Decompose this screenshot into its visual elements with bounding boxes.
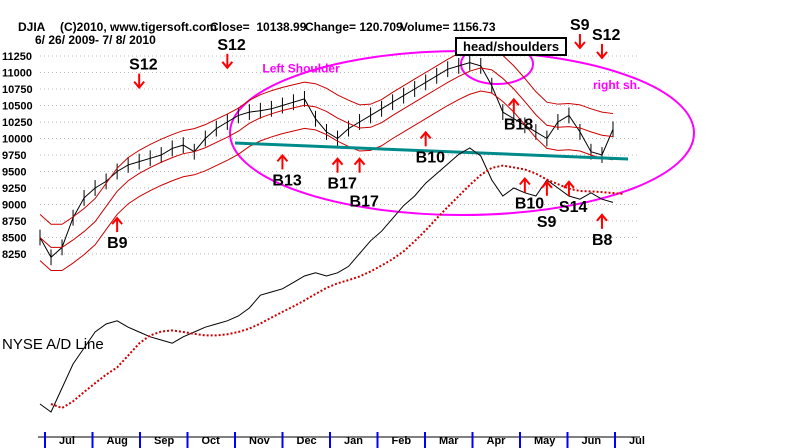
month-label: Nov <box>249 435 271 447</box>
copyright-label: (C)2010, www.tigersoft.com <box>60 20 217 34</box>
month-label: Jul <box>59 435 75 447</box>
month-label: Mar <box>439 435 459 447</box>
signal-arrowhead <box>574 41 586 50</box>
ad-line <box>39 147 614 413</box>
signal-arrowhead <box>596 213 608 222</box>
signal-label-s14: S14 <box>559 199 588 216</box>
y-tick-label: 8750 <box>2 216 26 228</box>
y-tick-label: 9250 <box>2 183 26 195</box>
y-tick-label: 9000 <box>2 200 26 212</box>
signal-arrowhead <box>541 180 553 189</box>
signal-arrowhead <box>353 157 366 166</box>
signal-label-b10: B10 <box>416 149 445 166</box>
signal-label-b13: B13 <box>272 172 301 189</box>
signal-arrowhead <box>563 180 575 189</box>
signal-arrowhead <box>111 216 123 225</box>
band-line <box>39 90 614 271</box>
y-tick-label: 10250 <box>2 117 33 129</box>
y-tick-label: 10500 <box>2 101 33 113</box>
signal-arrowhead <box>331 157 344 166</box>
y-tick-label: 9750 <box>2 150 26 162</box>
change-label: Change= 120.709 <box>305 20 403 34</box>
band-line <box>39 67 614 248</box>
month-label: Sep <box>154 435 174 447</box>
pattern-annotation: right sh. <box>593 78 640 92</box>
y-tick-label: 9500 <box>2 167 26 179</box>
month-label: Aug <box>107 435 128 447</box>
signal-label-b17: B17 <box>328 176 357 193</box>
y-tick-label: 8500 <box>2 233 26 245</box>
pattern-annotation: Left Shoulder <box>262 62 340 76</box>
signal-label-b18: B18 <box>504 116 533 133</box>
signal-label-s9: S9 <box>570 17 590 34</box>
month-label: Feb <box>392 435 412 447</box>
month-label: May <box>534 435 556 447</box>
close-label: Close= 10138.99 <box>210 20 307 34</box>
signal-label-s9: S9 <box>537 214 557 231</box>
neckline <box>234 141 629 161</box>
y-tick-label: 10750 <box>2 84 33 96</box>
price-line <box>39 62 614 259</box>
y-tick-label: 8250 <box>2 249 26 261</box>
signal-label-s12: S12 <box>129 57 158 74</box>
pattern-label: head/shoulders <box>455 37 568 56</box>
month-label: Apr <box>487 435 507 447</box>
ad-line-label: NYSE A/D Line <box>2 336 104 353</box>
signal-label-b9: B9 <box>107 235 128 252</box>
y-tick-label: 10000 <box>2 134 33 146</box>
ad-moving-average <box>50 164 625 410</box>
month-label: Dec <box>297 435 317 447</box>
month-label: Oct <box>202 435 221 447</box>
month-label: Jan <box>344 435 363 447</box>
signal-arrowhead <box>419 130 432 139</box>
signal-label-s12: S12 <box>592 27 621 44</box>
signal-arrowhead <box>508 97 520 106</box>
band-line <box>39 44 614 225</box>
volume-label: Volume= 1156.73 <box>400 20 496 34</box>
signal-label-b8: B8 <box>592 232 613 249</box>
signal-arrowhead <box>596 51 608 60</box>
symbol-label: DJIA <box>18 20 46 34</box>
date-range-label: 6/ 26/ 2009- 7/ 8/ 2010 <box>35 33 156 47</box>
signal-arrowhead <box>133 80 145 90</box>
y-tick-label: 11000 <box>2 68 32 80</box>
signal-arrowhead <box>221 61 234 70</box>
month-label: Jun <box>582 435 602 447</box>
signal-label-b17: B17 <box>350 194 379 211</box>
signal-arrowhead <box>519 176 531 186</box>
signal-label-s12: S12 <box>217 37 246 54</box>
shoulders-ellipse <box>229 50 695 216</box>
month-label: Jul <box>629 435 645 447</box>
signal-label-b10: B10 <box>515 196 544 213</box>
signal-arrowhead <box>276 153 289 163</box>
y-tick-label: 11250 <box>2 51 32 63</box>
